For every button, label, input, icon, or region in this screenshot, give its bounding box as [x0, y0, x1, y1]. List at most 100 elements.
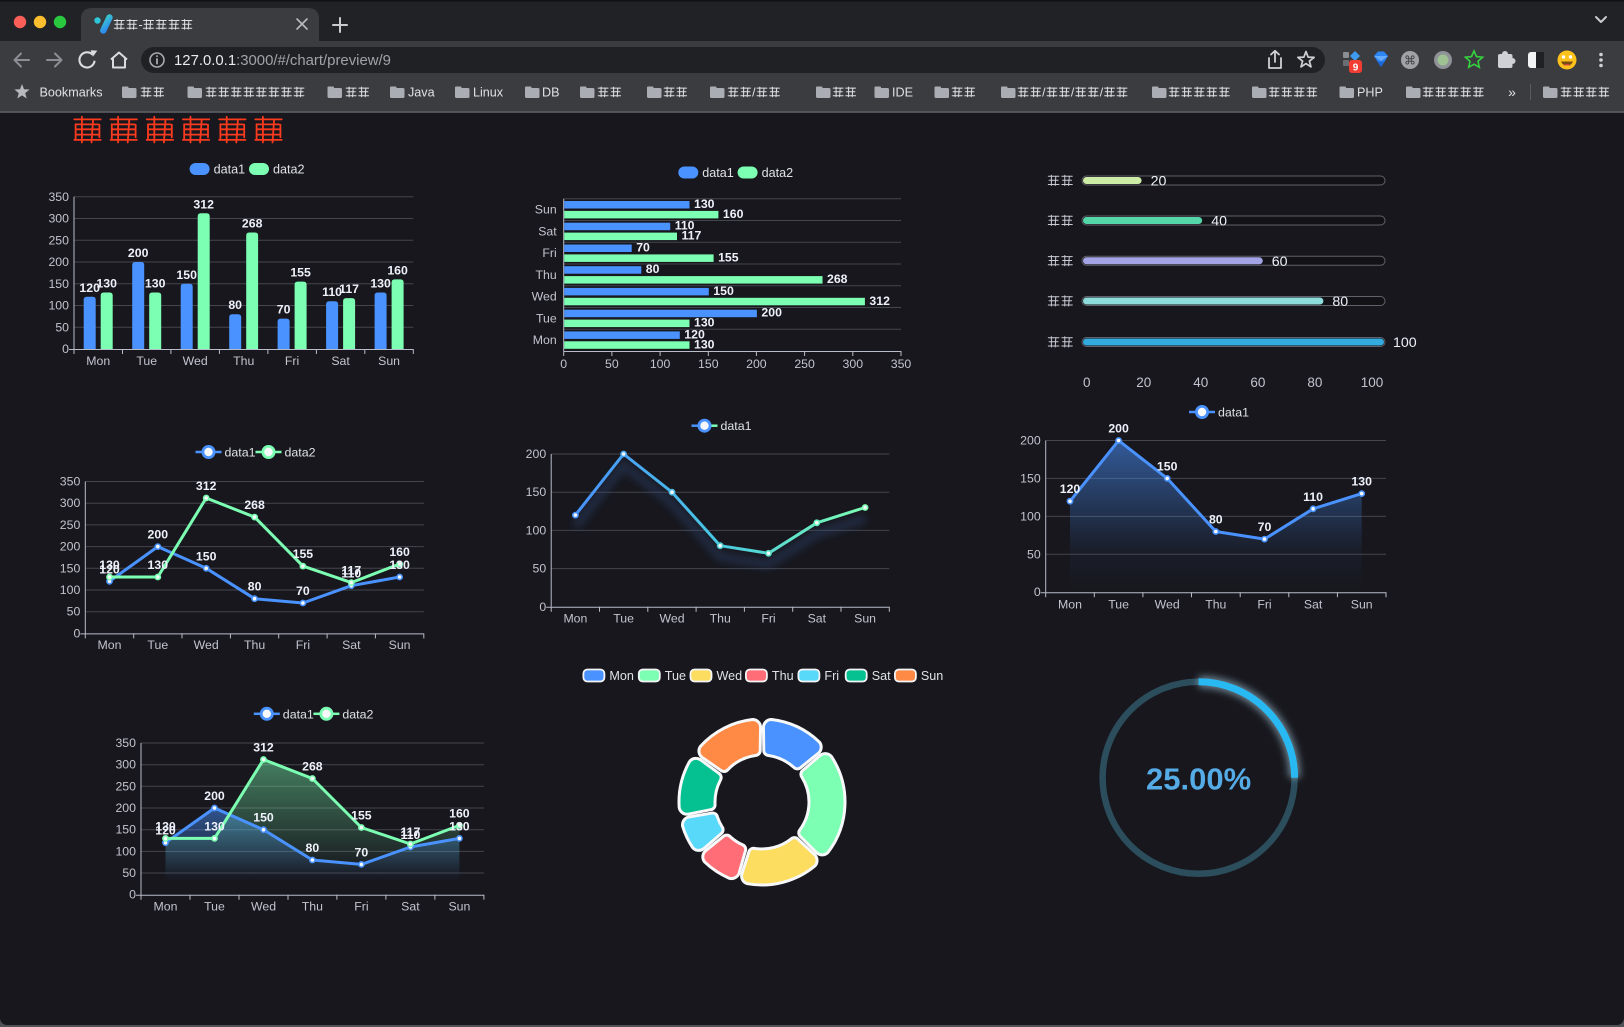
svg-text:300: 300	[48, 212, 69, 226]
svg-text:300: 300	[60, 496, 81, 510]
svg-text:Thu: Thu	[535, 268, 556, 282]
svg-text:0: 0	[1034, 585, 1041, 599]
svg-text:Wed: Wed	[717, 669, 743, 683]
svg-text:9: 9	[1353, 63, 1359, 74]
svg-text:110: 110	[400, 828, 420, 842]
svg-text:250: 250	[48, 233, 69, 247]
svg-text:Fri: Fri	[1257, 598, 1271, 612]
svg-text:110: 110	[675, 219, 695, 233]
svg-text:0: 0	[560, 357, 567, 371]
svg-text:Linux: Linux	[473, 86, 504, 100]
svg-text:70: 70	[355, 845, 369, 859]
svg-text:data1: data1	[1218, 406, 1249, 420]
svg-text:250: 250	[115, 779, 136, 793]
svg-text:312: 312	[253, 741, 274, 755]
svg-text:Sun: Sun	[921, 669, 943, 683]
svg-text:117: 117	[400, 825, 420, 839]
svg-text:0: 0	[129, 888, 136, 902]
svg-text:350: 350	[115, 736, 136, 750]
svg-text:70: 70	[277, 303, 291, 317]
svg-text:Thu: Thu	[1205, 598, 1226, 612]
svg-text:268: 268	[827, 272, 848, 286]
svg-text:60: 60	[1272, 254, 1288, 270]
svg-text:»: »	[1508, 84, 1516, 100]
svg-text:20: 20	[1151, 174, 1167, 190]
svg-text:150: 150	[698, 357, 719, 371]
svg-text:Mon: Mon	[533, 333, 557, 347]
svg-text:100: 100	[526, 523, 547, 537]
svg-text:117: 117	[339, 282, 359, 296]
svg-text:130: 130	[694, 337, 715, 351]
svg-text:268: 268	[244, 498, 265, 512]
svg-text:Mon: Mon	[86, 354, 110, 368]
svg-text:50: 50	[67, 605, 81, 619]
svg-text:110: 110	[322, 285, 342, 299]
svg-text:Java: Java	[408, 86, 435, 100]
svg-text:data2: data2	[285, 446, 316, 460]
svg-text:Wed: Wed	[532, 290, 557, 304]
svg-text:130: 130	[694, 197, 715, 211]
svg-text:130: 130	[204, 819, 225, 833]
svg-text:130: 130	[145, 277, 166, 291]
svg-text:110: 110	[1303, 490, 1323, 504]
svg-text:120: 120	[79, 281, 100, 295]
svg-text:Tue: Tue	[613, 612, 634, 626]
svg-text:80: 80	[248, 580, 262, 594]
svg-text:200: 200	[148, 528, 169, 542]
svg-text:150: 150	[115, 823, 136, 837]
svg-text:DB: DB	[542, 86, 560, 100]
svg-text:110: 110	[341, 567, 361, 581]
svg-text:200: 200	[115, 801, 136, 815]
svg-text:350: 350	[891, 357, 912, 371]
svg-text:100: 100	[650, 357, 671, 371]
svg-text:Sat: Sat	[872, 669, 891, 683]
svg-text:Wed: Wed	[251, 900, 276, 914]
svg-text:/: /	[752, 85, 756, 99]
svg-text:Tue: Tue	[665, 669, 686, 683]
svg-text:70: 70	[636, 241, 650, 255]
svg-text:70: 70	[296, 584, 310, 598]
svg-text:100: 100	[48, 299, 69, 313]
svg-text:150: 150	[176, 268, 197, 282]
svg-text:⌘: ⌘	[1404, 54, 1416, 68]
svg-text:80: 80	[1307, 375, 1322, 390]
svg-text:Wed: Wed	[1155, 598, 1180, 612]
svg-text:200: 200	[60, 540, 81, 554]
svg-text:130: 130	[148, 558, 169, 572]
svg-text:127.0.0.1:3000/#/chart/preview: 127.0.0.1:3000/#/chart/preview/9	[174, 53, 391, 69]
svg-text:100: 100	[1361, 375, 1384, 390]
svg-text:120: 120	[1060, 482, 1081, 496]
svg-text:0: 0	[1083, 375, 1091, 390]
svg-text:312: 312	[193, 197, 214, 211]
svg-text:120: 120	[155, 824, 176, 838]
svg-text:200: 200	[128, 246, 149, 260]
svg-text:PHP: PHP	[1357, 86, 1383, 100]
svg-text:160: 160	[449, 806, 470, 820]
svg-text:250: 250	[60, 518, 81, 532]
svg-text:155: 155	[290, 266, 311, 280]
svg-text:150: 150	[60, 561, 81, 575]
svg-text:Tue: Tue	[136, 354, 157, 368]
svg-text:Thu: Thu	[772, 669, 794, 683]
svg-text:120: 120	[684, 327, 705, 341]
svg-text:25.00%: 25.00%	[1146, 761, 1251, 796]
svg-text:data1: data1	[702, 166, 734, 180]
svg-text:Bookmarks: Bookmarks	[40, 86, 103, 100]
svg-text:Sun: Sun	[854, 612, 876, 626]
svg-text:50: 50	[1027, 547, 1041, 561]
svg-text:200: 200	[526, 447, 547, 461]
svg-text:200: 200	[761, 306, 782, 320]
svg-text:IDE: IDE	[892, 86, 913, 100]
svg-text:Sat: Sat	[342, 638, 361, 652]
svg-text:350: 350	[48, 190, 69, 204]
svg-text:150: 150	[713, 284, 734, 298]
svg-text:Mon: Mon	[98, 638, 122, 652]
svg-text:/: /	[1071, 85, 1075, 99]
svg-text:50: 50	[605, 357, 619, 371]
svg-text:80: 80	[1209, 513, 1223, 527]
svg-text:Thu: Thu	[244, 638, 265, 652]
svg-text:Thu: Thu	[710, 612, 731, 626]
svg-text:150: 150	[526, 485, 547, 499]
svg-text:70: 70	[1258, 520, 1272, 534]
svg-text:Sat: Sat	[1304, 598, 1323, 612]
